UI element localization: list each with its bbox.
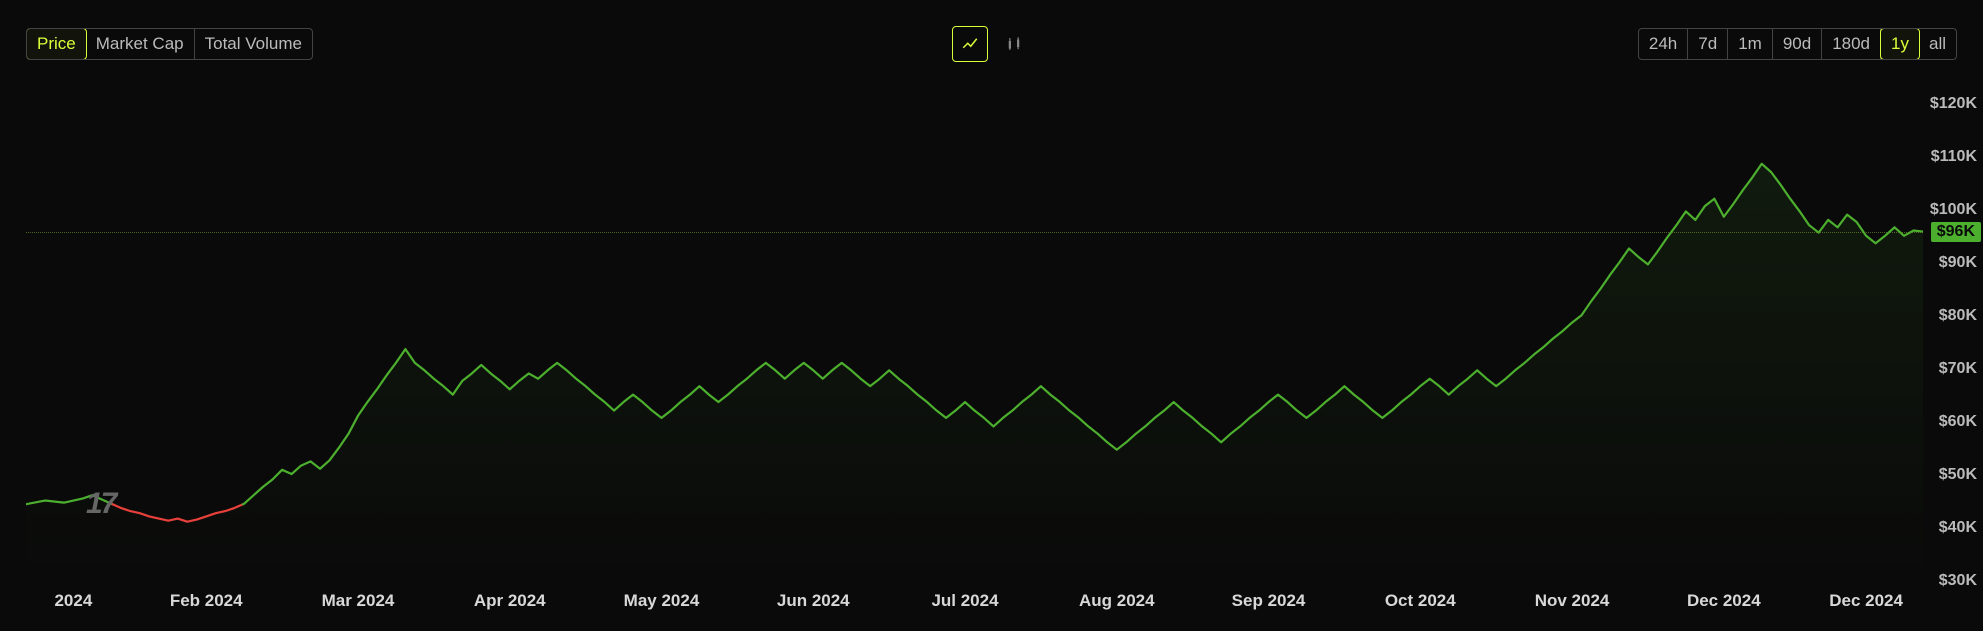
candlestick-tool[interactable] [996, 26, 1032, 62]
y-tick-label: $70K [1939, 360, 1977, 378]
x-tick-label: Dec 2024 [1829, 591, 1903, 611]
x-tick-label: Jun 2024 [777, 591, 850, 611]
time-range-tabs: 24h7d1m90d180d1yall [1638, 28, 1957, 60]
y-tick-label: $40K [1939, 519, 1977, 537]
line-chart-icon [961, 35, 979, 53]
y-tick-label: $50K [1939, 466, 1977, 484]
y-tick-label: $90K [1939, 254, 1977, 272]
tradingview-watermark: 17 [86, 487, 115, 521]
x-axis: 2024 Feb 2024 Mar 2024 Apr 2024 May 2024 Jun … [26, 591, 1923, 621]
chart-container: PriceMarket CapTotal Volume 24h7d1m90d18… [0, 0, 1983, 631]
range-all[interactable]: all [1919, 29, 1956, 59]
x-tick-label: Feb 2024 [170, 591, 243, 611]
x-tick-label: 2024 [54, 591, 92, 611]
range-24h[interactable]: 24h [1639, 29, 1688, 59]
x-tick-label: Oct 2024 [1385, 591, 1456, 611]
x-tick-label: Sep 2024 [1232, 591, 1306, 611]
range-1y[interactable]: 1y [1880, 28, 1920, 60]
y-tick-label: $30K [1939, 572, 1977, 590]
current-price-badge: $96K [1931, 222, 1981, 242]
toolbar: PriceMarket CapTotal Volume 24h7d1m90d18… [0, 26, 1983, 62]
y-tick-label: $100K [1930, 201, 1977, 219]
x-tick-label: Mar 2024 [322, 591, 395, 611]
range-7d[interactable]: 7d [1688, 29, 1728, 59]
line-chart-tool[interactable] [952, 26, 988, 62]
range-90d[interactable]: 90d [1773, 29, 1822, 59]
y-tick-label: $120K [1930, 95, 1977, 113]
range-180d[interactable]: 180d [1822, 29, 1881, 59]
y-tick-label: $60K [1939, 413, 1977, 431]
price-line-chart [26, 78, 1923, 581]
metric-tab-price[interactable]: Price [26, 28, 87, 60]
current-price-reference-line [26, 232, 1923, 233]
x-tick-label: Aug 2024 [1079, 591, 1155, 611]
y-tick-label: $80K [1939, 307, 1977, 325]
metric-tab-total-volume[interactable]: Total Volume [195, 29, 312, 59]
y-axis: $30K$40K$50K$60K$70K$80K$90K$100K$110K$1… [1923, 78, 1983, 581]
candlestick-icon [1005, 35, 1023, 53]
x-tick-label: Jul 2024 [931, 591, 998, 611]
y-tick-label: $110K [1931, 148, 1977, 166]
metric-tab-market-cap[interactable]: Market Cap [86, 29, 195, 59]
range-1m[interactable]: 1m [1728, 29, 1773, 59]
chart-type-tools [952, 26, 1032, 62]
x-tick-label: Dec 2024 [1687, 591, 1761, 611]
x-tick-label: May 2024 [624, 591, 700, 611]
metric-tabs: PriceMarket CapTotal Volume [26, 28, 313, 60]
x-tick-label: Apr 2024 [474, 591, 546, 611]
x-tick-label: Nov 2024 [1535, 591, 1610, 611]
chart-plot-area[interactable]: 17 [26, 78, 1923, 581]
